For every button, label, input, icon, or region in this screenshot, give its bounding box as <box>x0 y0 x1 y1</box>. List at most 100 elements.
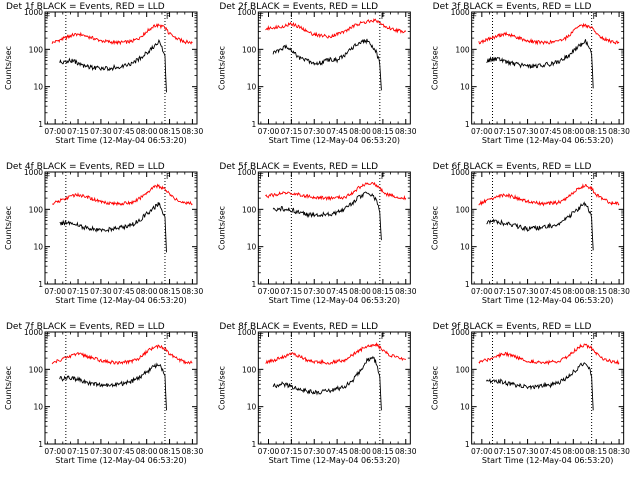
x-tick-label: 07:30 <box>303 127 325 136</box>
series-line-lld-red <box>265 181 407 202</box>
x-tick-label: 07:30 <box>517 447 539 456</box>
x-tick-label: 07:00 <box>258 287 280 296</box>
chart-panel-3: Det 3f BLACK = Events, RED = LLD 1 10 100 10… <box>431 2 630 145</box>
series-line-events-black <box>486 39 594 89</box>
x-tick-label: 08:30 <box>395 447 417 456</box>
y-tick-label: 1000 <box>237 328 256 337</box>
x-tick-label: 07:30 <box>90 287 112 296</box>
x-tick-label: 08:00 <box>563 447 585 456</box>
plot-frame <box>257 331 411 445</box>
y-tick-label: 1 <box>465 440 470 449</box>
x-tick-label: 07:15 <box>67 127 89 136</box>
x-tick-label: 07:30 <box>517 287 539 296</box>
y-tick-label: 100 <box>242 365 257 374</box>
x-tick-label: 07:45 <box>326 447 348 456</box>
series-line-events-black <box>272 355 382 411</box>
x-axis-label: Start Time (12-May-04 06:53:20) <box>482 296 613 305</box>
flag-marker-left: F <box>46 12 50 21</box>
y-tick-label: 10 <box>247 403 257 412</box>
flag-marker-right: F <box>381 12 385 21</box>
series-line-events-black <box>486 362 594 411</box>
y-tick-label: 100 <box>242 205 257 214</box>
flag-marker-left: F <box>259 172 263 181</box>
series-line-events-black <box>59 362 167 411</box>
series-line-events-black <box>272 38 382 91</box>
y-tick-label: 100 <box>242 45 257 54</box>
x-tick-label: 07:45 <box>113 447 135 456</box>
y-tick-label: 1000 <box>237 168 256 177</box>
x-tick-label: 07:00 <box>471 127 493 136</box>
y-tick-label: 1000 <box>24 328 43 337</box>
y-tick-label: 1000 <box>24 168 43 177</box>
series-line-events-black <box>272 191 382 241</box>
y-tick-label: 100 <box>455 45 470 54</box>
x-tick-label: 07:45 <box>113 127 135 136</box>
series-line-lld-red <box>478 183 620 207</box>
y-axis-label: Counts/sec <box>4 206 13 250</box>
y-tick-label: 1000 <box>451 328 470 337</box>
x-tick-label: 07:15 <box>67 447 89 456</box>
x-tick-label: 07:45 <box>326 287 348 296</box>
y-tick-label: 1000 <box>237 8 256 17</box>
y-tick-label: 1000 <box>451 168 470 177</box>
x-tick-label: 08:00 <box>136 287 158 296</box>
series-line-lld-red <box>265 342 407 366</box>
x-tick-label: 07:45 <box>540 287 562 296</box>
flag-marker-right: F <box>593 332 597 341</box>
y-tick-label: 1 <box>38 440 43 449</box>
x-tick-label: 07:00 <box>44 287 66 296</box>
x-tick-label: 07:15 <box>494 287 516 296</box>
x-tick-label: 07:15 <box>281 127 303 136</box>
series-line-lld-red <box>52 183 193 207</box>
flag-marker-right: F <box>381 332 385 341</box>
x-tick-label: 07:45 <box>326 127 348 136</box>
flag-marker-right: F <box>593 12 597 21</box>
flag-marker-right: F <box>381 172 385 181</box>
panel-title: Det 9f BLACK = Events, RED = LLD <box>433 322 592 332</box>
x-axis-label: Start Time (12-May-04 06:53:20) <box>269 136 400 145</box>
x-tick-label: 07:15 <box>494 127 516 136</box>
plot-frame <box>44 331 198 445</box>
flag-marker-right: F <box>593 172 597 181</box>
series-line-events-black <box>59 202 167 253</box>
x-axis-label: Start Time (12-May-04 06:53:20) <box>269 456 400 465</box>
y-axis-label: Counts/sec <box>217 46 226 90</box>
x-axis-label: Start Time (12-May-04 06:53:20) <box>55 456 186 465</box>
y-tick-label: 100 <box>29 205 44 214</box>
chart-panel-6: Det 6f BLACK = Events, RED = LLD 1 10 100 10… <box>431 162 630 305</box>
x-tick-label: 07:45 <box>540 127 562 136</box>
panel-title: Det 2f BLACK = Events, RED = LLD <box>219 2 378 12</box>
flag-marker-right: F <box>166 12 170 21</box>
y-tick-label: 100 <box>29 45 44 54</box>
chart-panel-7: Det 7f BLACK = Events, RED = LLD 1 10 100 10… <box>4 322 203 465</box>
y-tick-label: 10 <box>33 243 43 252</box>
x-tick-label: 08:15 <box>372 127 394 136</box>
x-tick-label: 08:00 <box>136 127 158 136</box>
x-tick-label: 07:15 <box>281 447 303 456</box>
panel-title: Det 4f BLACK = Events, RED = LLD <box>6 162 165 172</box>
x-tick-label: 07:15 <box>281 287 303 296</box>
y-axis-label: Counts/sec <box>4 46 13 90</box>
series-line-lld-red <box>265 18 407 39</box>
x-axis-label: Start Time (12-May-04 06:53:20) <box>55 136 186 145</box>
x-tick-label: 07:45 <box>113 287 135 296</box>
y-tick-label: 1 <box>465 280 470 289</box>
y-tick-label: 10 <box>33 83 43 92</box>
panel-title: Det 6f BLACK = Events, RED = LLD <box>433 162 592 172</box>
x-tick-label: 08:15 <box>585 447 607 456</box>
plot-frame <box>471 331 625 445</box>
flag-marker-right: F <box>166 332 170 341</box>
x-tick-label: 07:00 <box>44 447 66 456</box>
x-tick-label: 07:30 <box>303 287 325 296</box>
x-tick-label: 08:00 <box>349 447 371 456</box>
series-line-lld-red <box>478 343 620 366</box>
y-tick-label: 10 <box>460 403 470 412</box>
y-tick-label: 1 <box>38 120 43 129</box>
y-tick-label: 100 <box>29 365 44 374</box>
plot-frame <box>44 11 198 125</box>
plot-frame <box>257 11 411 125</box>
flag-marker-left: F <box>473 12 477 21</box>
x-tick-label: 08:15 <box>585 287 607 296</box>
series-line-lld-red <box>51 344 193 365</box>
x-tick-label: 08:30 <box>608 127 630 136</box>
